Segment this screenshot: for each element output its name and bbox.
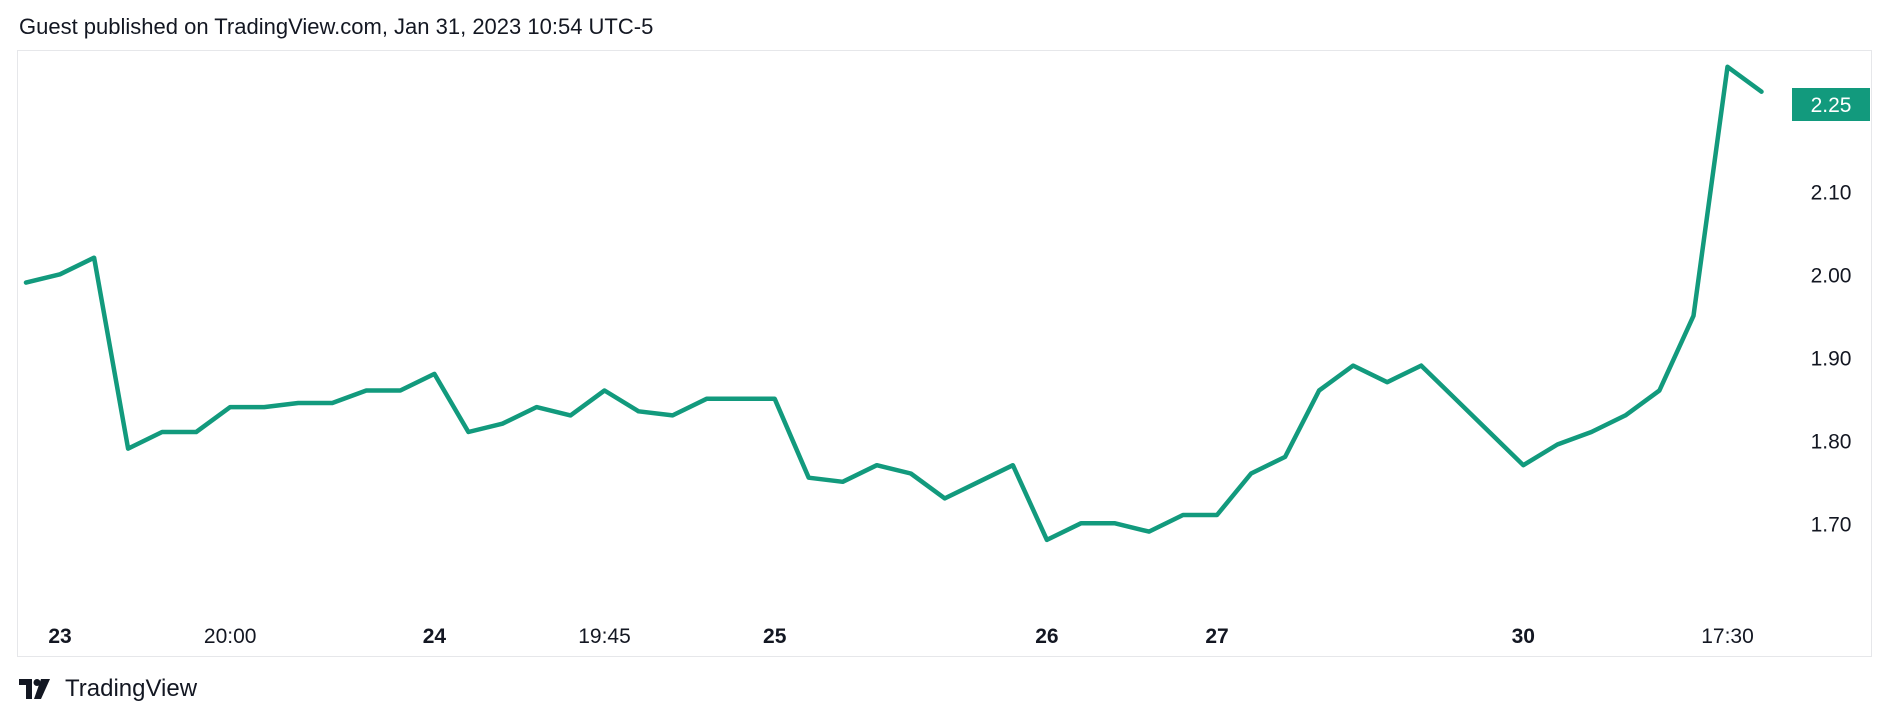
x-tick-label: 19:45	[578, 625, 631, 648]
y-tick-label: 1.70	[1811, 513, 1852, 536]
x-tick-label: 23	[48, 625, 71, 648]
x-tick-label: 20:00	[204, 625, 257, 648]
price-axis: 1.701.801.902.002.102.20	[1811, 98, 1852, 536]
chart-frame	[17, 50, 1872, 657]
y-tick-label: 1.90	[1811, 347, 1852, 370]
time-axis: 23 20:00 24 19:45 25 26 27 30 17:30	[48, 625, 1753, 648]
x-tick-label: 26	[1035, 625, 1058, 648]
footer-brand: TradingView	[19, 675, 197, 703]
x-tick-label: 30	[1512, 625, 1535, 648]
x-tick-label: 24	[423, 625, 447, 648]
tradingview-logo-icon	[19, 679, 50, 699]
last-price-badge	[1792, 88, 1870, 121]
last-price-text: 2.25	[1811, 94, 1852, 117]
y-tick-label: 2.00	[1811, 264, 1852, 287]
publish-caption: Guest published on TradingView.com, Jan …	[19, 14, 654, 39]
price-series-line	[23, 64, 1764, 543]
last-price-label: 2.25	[1792, 88, 1870, 121]
x-tick-label: 17:30	[1701, 625, 1754, 648]
y-tick-label: 2.10	[1811, 181, 1852, 204]
x-tick-label: 25	[763, 625, 787, 648]
y-tick-label: 1.80	[1811, 430, 1852, 453]
x-tick-label: 27	[1205, 625, 1228, 648]
footer-brand-text: TradingView	[65, 675, 198, 702]
